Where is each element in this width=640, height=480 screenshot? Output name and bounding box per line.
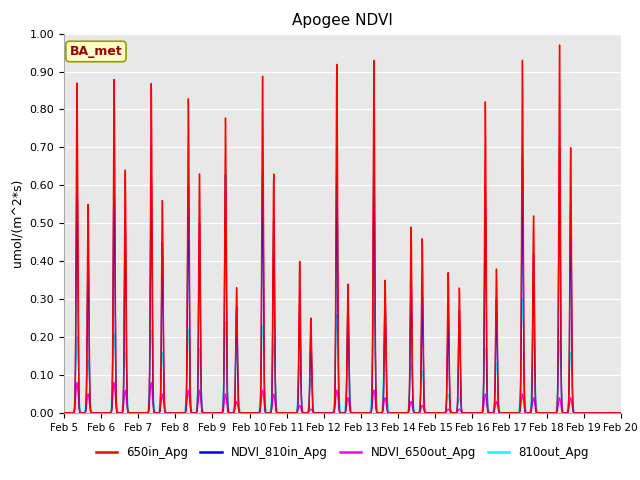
Legend: 650in_Apg, NDVI_810in_Apg, NDVI_650out_Apg, 810out_Apg: 650in_Apg, NDVI_810in_Apg, NDVI_650out_A… xyxy=(92,441,593,464)
Title: Apogee NDVI: Apogee NDVI xyxy=(292,13,393,28)
Text: BA_met: BA_met xyxy=(70,45,122,58)
Y-axis label: umol/(m^2*s): umol/(m^2*s) xyxy=(11,179,24,267)
